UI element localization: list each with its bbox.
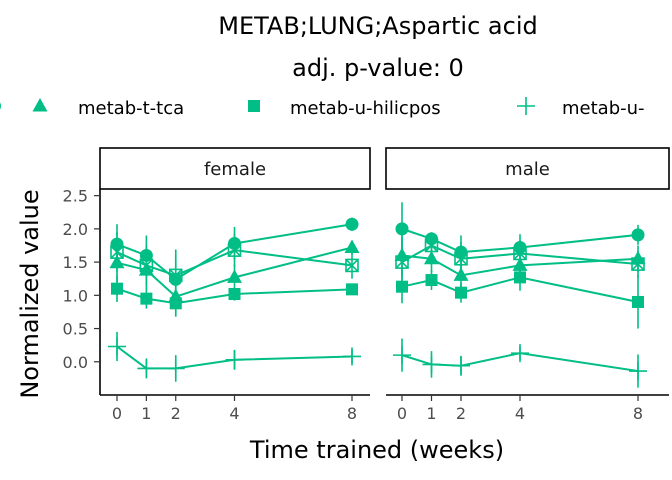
y-axis: 0.0 0.5 1.0 1.5 2.0 2.5: [63, 187, 101, 395]
data-point: [422, 355, 441, 374]
series-square-x: [395, 235, 645, 286]
data-point: [395, 222, 409, 236]
data-point: [344, 239, 360, 253]
legend-key-square: [248, 100, 260, 112]
data-point: [629, 362, 647, 381]
data-point: [137, 359, 156, 378]
data-point: [514, 271, 526, 284]
x-tick-label: 8: [347, 404, 357, 423]
y-tick-label: 2.0: [63, 220, 88, 239]
legend-label-triangle: metab-t-tca: [78, 98, 184, 119]
x-tick-label: 8: [633, 404, 643, 423]
data-point: [452, 356, 470, 375]
strip-label-female: female: [204, 159, 266, 180]
x-tick-label: 0: [397, 404, 407, 423]
strip-label-male: male: [505, 159, 550, 180]
y-tick-label: 0.0: [63, 353, 88, 372]
legend-label-square: metab-u-hilicpos: [290, 98, 441, 119]
data-point: [110, 245, 124, 259]
series-square-x: [110, 232, 359, 296]
legend-key-square-shape: [248, 100, 260, 112]
x-tick-label: 1: [141, 404, 151, 423]
data-point: [166, 359, 185, 378]
x-tick-label: 0: [112, 404, 122, 423]
data-point: [424, 238, 439, 253]
data-point: [139, 258, 154, 273]
data-point: [393, 346, 411, 365]
legend-key-plus-shape: [517, 97, 535, 115]
data-point: [140, 292, 153, 305]
data-point: [227, 269, 242, 283]
y-tick-label: 1.5: [63, 253, 88, 272]
data-point: [513, 246, 527, 261]
y-tick-label: 1.0: [63, 286, 88, 305]
data-point: [632, 295, 644, 308]
data-point: [511, 344, 529, 363]
series-square: [396, 264, 644, 329]
chart-subtitle: adj. p-value: 0: [292, 54, 464, 82]
data-point: [111, 282, 123, 295]
data-point: [225, 350, 244, 369]
data-point: [455, 286, 467, 299]
y-axis-title: Normalized value: [16, 189, 44, 398]
legend-key-triangle: [32, 98, 48, 112]
strip-female: [99, 147, 371, 190]
data-point: [108, 337, 126, 356]
x-tick-label: 1: [426, 404, 436, 423]
legend-key-plus: [517, 97, 535, 115]
data-point: [454, 251, 468, 266]
x-tick-label: 2: [171, 404, 181, 423]
data-point: [168, 268, 183, 283]
data-point: [169, 297, 182, 310]
data-point: [424, 250, 439, 265]
data-point: [631, 228, 645, 242]
data-point: [346, 283, 358, 296]
y-tick-label: 0.5: [63, 320, 88, 339]
data-point: [227, 243, 242, 257]
data-point: [228, 287, 241, 300]
legend-key-triangle-shape: [32, 98, 48, 112]
series-plus: [108, 331, 361, 382]
data-point: [396, 280, 408, 293]
strip-male: [385, 147, 670, 190]
x-tick-label: 2: [456, 404, 466, 423]
data-point: [395, 255, 409, 269]
data-point: [425, 274, 438, 287]
legend-key-circle: [0, 102, 1, 110]
x-axis-title: Time trained (weeks): [249, 436, 504, 464]
x-tick-label: 4: [229, 404, 239, 423]
legend: metab-t-tca metab-u-hilicpos metab-u-: [0, 97, 645, 119]
legend-label-plus: metab-u-: [562, 98, 645, 119]
data-point: [343, 347, 361, 366]
series-square: [111, 275, 358, 317]
y-tick-label: 2.5: [63, 187, 88, 206]
data-point: [345, 258, 359, 273]
data-point: [345, 217, 359, 231]
data-point: [631, 257, 645, 271]
series-plus: [393, 338, 647, 388]
x-tick-label: 4: [515, 404, 525, 423]
chart-title: METAB;LUNG;Aspartic acid: [218, 12, 537, 40]
